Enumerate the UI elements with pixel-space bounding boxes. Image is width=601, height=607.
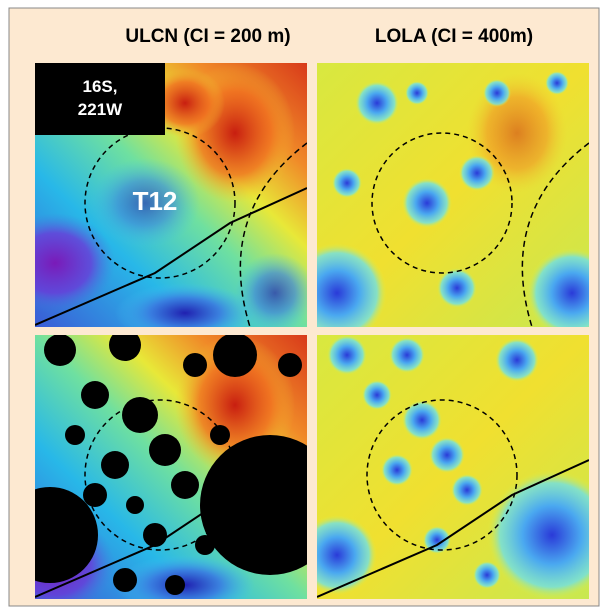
header-left: ULCN (CI = 200 m) [125,26,290,47]
panel-ulcn-bottom [0,329,340,607]
panel-lola-top [287,63,601,343]
panel-lola-bottom [297,335,601,600]
location-label: 16S, [83,77,118,96]
figure: ULCN (CI = 200 m) LOLA (CI = 400m) 16S, … [0,0,601,607]
feature-label: T12 [133,186,178,216]
header-right: LOLA (CI = 400m) [375,26,533,47]
location-label: 221W [78,100,123,119]
panel-ulcn-top: 16S, 221W T12 [0,63,315,343]
